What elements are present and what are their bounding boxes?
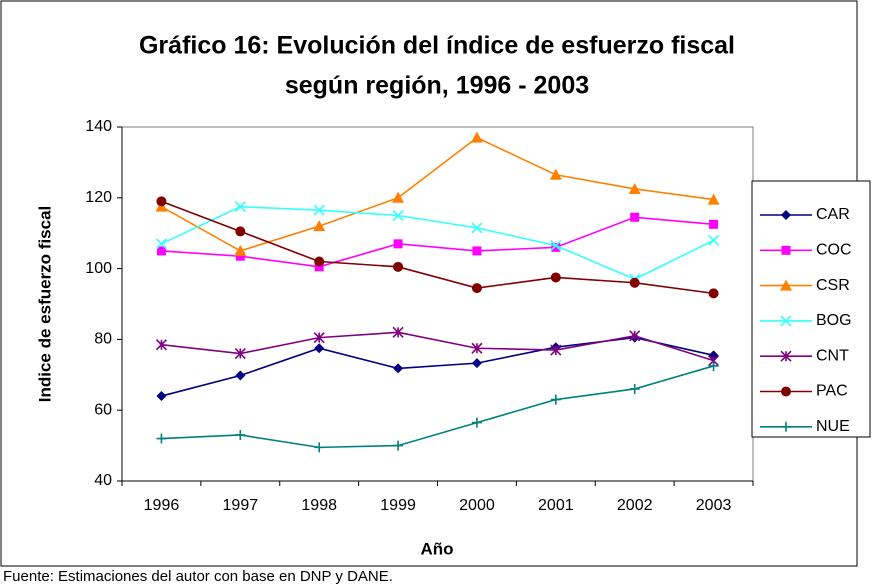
y-tick-label: 100: [85, 260, 112, 277]
marker: [781, 386, 791, 397]
marker: [629, 277, 640, 288]
marker: [234, 201, 246, 213]
x-tick-label: 1998: [301, 497, 337, 514]
marker: [709, 219, 719, 229]
marker: [156, 196, 167, 207]
marker: [628, 182, 641, 194]
legend-label: CNT: [816, 347, 849, 364]
marker: [234, 347, 246, 360]
marker: [471, 222, 483, 234]
marker: [313, 332, 325, 344]
legend-label: PAC: [816, 383, 848, 400]
marker: [780, 315, 792, 327]
marker: [629, 383, 640, 394]
marker: [314, 343, 325, 354]
x-tick-label: 2002: [617, 497, 653, 514]
marker: [708, 288, 719, 299]
marker: [630, 212, 640, 222]
marker: [471, 417, 482, 428]
marker: [156, 246, 166, 256]
series-line: [161, 331, 714, 362]
marker: [234, 244, 247, 256]
marker: [471, 342, 483, 354]
legend-label: CSR: [816, 277, 850, 294]
marker: [472, 246, 482, 256]
x-tick-label: 2000: [459, 497, 495, 514]
y-axis-title: Indice de esfuerzo fiscal: [35, 206, 54, 403]
marker: [551, 242, 561, 252]
chart-title: según región, 1996 - 2003: [285, 72, 589, 100]
marker: [550, 394, 561, 405]
x-tick-label: 1999: [380, 497, 416, 514]
marker: [780, 279, 792, 291]
legend: [751, 180, 871, 438]
y-tick-label: 40: [94, 472, 112, 489]
marker: [781, 245, 791, 255]
marker: [235, 370, 246, 381]
marker: [235, 429, 246, 440]
marker: [707, 193, 720, 205]
marker: [550, 240, 562, 252]
chart-border: [0, 0, 858, 567]
x-tick-label: 2001: [538, 497, 574, 514]
marker: [708, 360, 719, 371]
x-axis-title: Año: [420, 539, 453, 558]
marker: [393, 239, 403, 249]
marker: [471, 283, 482, 294]
x-tick-label: 1997: [223, 497, 259, 514]
marker: [550, 272, 561, 283]
marker: [156, 391, 167, 402]
marker: [392, 191, 405, 203]
marker: [393, 261, 404, 272]
marker: [470, 131, 483, 143]
marker: [471, 358, 482, 369]
marker: [155, 339, 168, 351]
marker: [314, 256, 325, 267]
legend-label: CAR: [816, 206, 850, 223]
x-tick-label: 2003: [696, 497, 732, 514]
source-note: Fuente: Estimaciones del autor con base …: [3, 568, 393, 585]
marker: [393, 363, 404, 374]
marker: [156, 433, 167, 444]
marker: [314, 262, 324, 272]
marker: [392, 326, 404, 338]
series-line: [161, 336, 714, 397]
legend-label: COC: [816, 242, 852, 259]
marker: [313, 220, 326, 232]
marker: [780, 350, 792, 362]
x-tick-label: 1996: [144, 497, 180, 514]
legend-label: BOG: [816, 312, 852, 329]
marker: [235, 251, 245, 261]
legend-label: NUE: [816, 418, 850, 435]
marker: [314, 442, 325, 453]
series-line: [161, 365, 714, 449]
marker: [155, 238, 168, 250]
marker: [549, 168, 562, 180]
series-line: [161, 136, 714, 252]
marker: [313, 204, 325, 216]
series-line: [161, 205, 714, 281]
y-tick-label: 120: [85, 189, 112, 206]
marker: [629, 330, 641, 342]
marker: [781, 210, 791, 220]
series-line: [161, 216, 714, 268]
marker: [707, 234, 720, 246]
y-tick-label: 60: [94, 401, 112, 418]
y-tick-label: 140: [85, 118, 112, 135]
marker: [393, 440, 404, 451]
marker: [781, 421, 791, 432]
marker: [392, 209, 404, 222]
y-tick-label: 80: [94, 331, 112, 348]
chart-title: Gráfico 16: Evolución del índice de esfu…: [139, 32, 735, 60]
marker: [550, 344, 562, 356]
marker: [235, 226, 246, 237]
series-line: [161, 200, 714, 295]
